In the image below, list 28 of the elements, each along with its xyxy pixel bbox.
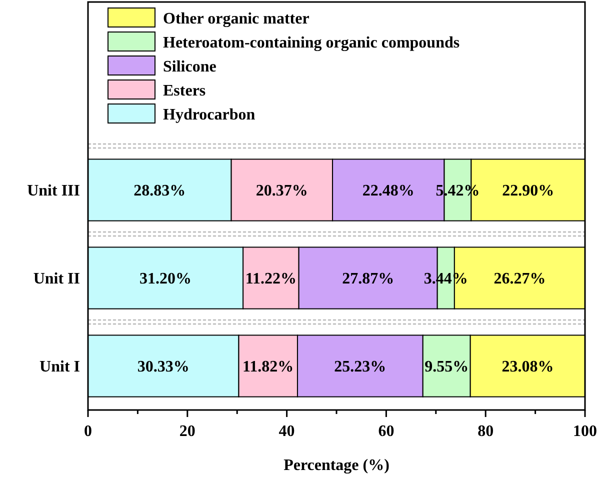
data-label: 28.83% <box>134 182 186 200</box>
data-label: 9.55% <box>424 358 469 376</box>
data-label: 23.08% <box>502 358 554 376</box>
y-tick-label: Unit II <box>33 270 80 288</box>
legend-label: Silicone <box>163 58 216 76</box>
x-tick-label: 40 <box>278 423 295 440</box>
legend-label: Hydrocarbon <box>163 106 256 124</box>
legend-label: Esters <box>163 82 206 100</box>
x-tick-label: 60 <box>378 423 394 440</box>
y-tick-label: Unit I <box>40 358 80 376</box>
data-label: 26.27% <box>494 270 546 288</box>
legend-label: Other organic matter <box>163 10 310 28</box>
data-label: 11.82% <box>242 358 294 376</box>
legend-label: Heteroatom-containing organic compounds <box>163 34 460 52</box>
data-label: 27.87% <box>342 270 394 288</box>
data-label: 25.23% <box>334 358 386 376</box>
x-tick-label: 80 <box>478 423 494 440</box>
data-label: 30.33% <box>137 358 190 376</box>
data-label: 31.20% <box>140 270 192 288</box>
data-label: 11.22% <box>245 270 297 288</box>
x-tick-label: 100 <box>573 423 597 440</box>
data-label: 20.37% <box>256 182 308 200</box>
x-tick-label: 20 <box>179 423 196 440</box>
data-label: 22.48% <box>362 182 414 200</box>
x-tick-label: 0 <box>84 423 92 440</box>
y-tick-label: Unit III <box>27 182 80 200</box>
data-label: 22.90% <box>502 182 554 200</box>
x-axis-title: Percentage (%) <box>284 457 390 474</box>
